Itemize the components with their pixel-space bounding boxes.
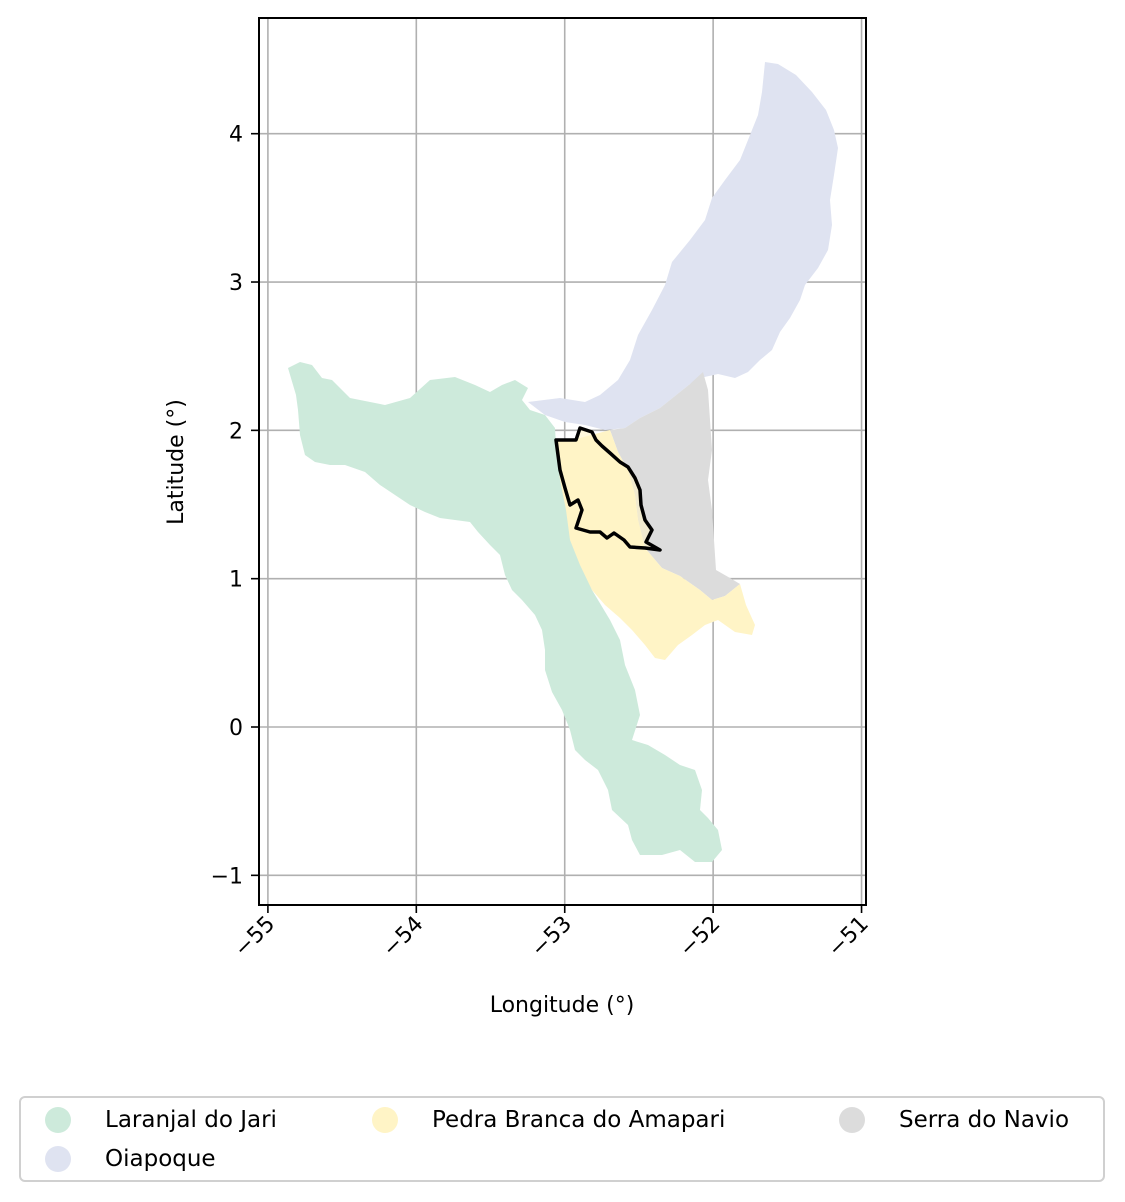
legend-label: Laranjal do Jari [105,1107,277,1133]
y-axis-ticks: −1 0 1 2 3 4 [211,123,259,889]
y-axis-label: Latitude (°) [164,399,189,525]
x-tick-label: −53 [526,912,577,963]
region-oiapoque [528,62,838,430]
region-laranjal-do-jari [288,362,722,862]
x-tick-label: −54 [378,912,429,963]
x-tick-label: −52 [675,912,726,963]
legend-swatch-circle-icon [45,1107,71,1133]
y-tick-label: −1 [211,864,243,889]
legend-item-laranjal-do-jari: Laranjal do Jari [45,1102,277,1138]
highlighted-region-outline [554,426,662,552]
legend-item-oiapoque: Oiapoque [45,1141,216,1177]
x-tick-label: −55 [230,912,281,963]
legend-swatch-circle-icon [372,1107,398,1133]
legend-label: Serra do Navio [899,1107,1070,1133]
y-tick-label: 0 [229,716,243,741]
legend-label: Pedra Branca do Amapari [432,1107,726,1133]
plot-frame [258,17,867,906]
legend-swatch-circle-icon [839,1107,865,1133]
y-tick-label: 3 [229,271,243,296]
x-axis-ticks: −55 −54 −53 −52 −51 [230,905,874,962]
y-tick-label: 4 [229,123,243,148]
legend-swatch-circle-icon [45,1146,71,1172]
legend: Laranjal do Jari Pedra Branca do Amapari… [19,1096,1105,1182]
region-serra-do-navio [610,372,740,600]
y-tick-label: 2 [229,419,243,444]
legend-item-pedra-branca-do-amapari: Pedra Branca do Amapari [372,1102,725,1138]
x-axis-label: Longitude (°) [490,993,635,1018]
legend-label: Oiapoque [105,1146,216,1172]
legend-item-serra-do-navio: Serra do Navio [839,1102,1069,1138]
y-tick-label: 1 [229,568,243,593]
x-tick-label: −51 [823,912,874,963]
